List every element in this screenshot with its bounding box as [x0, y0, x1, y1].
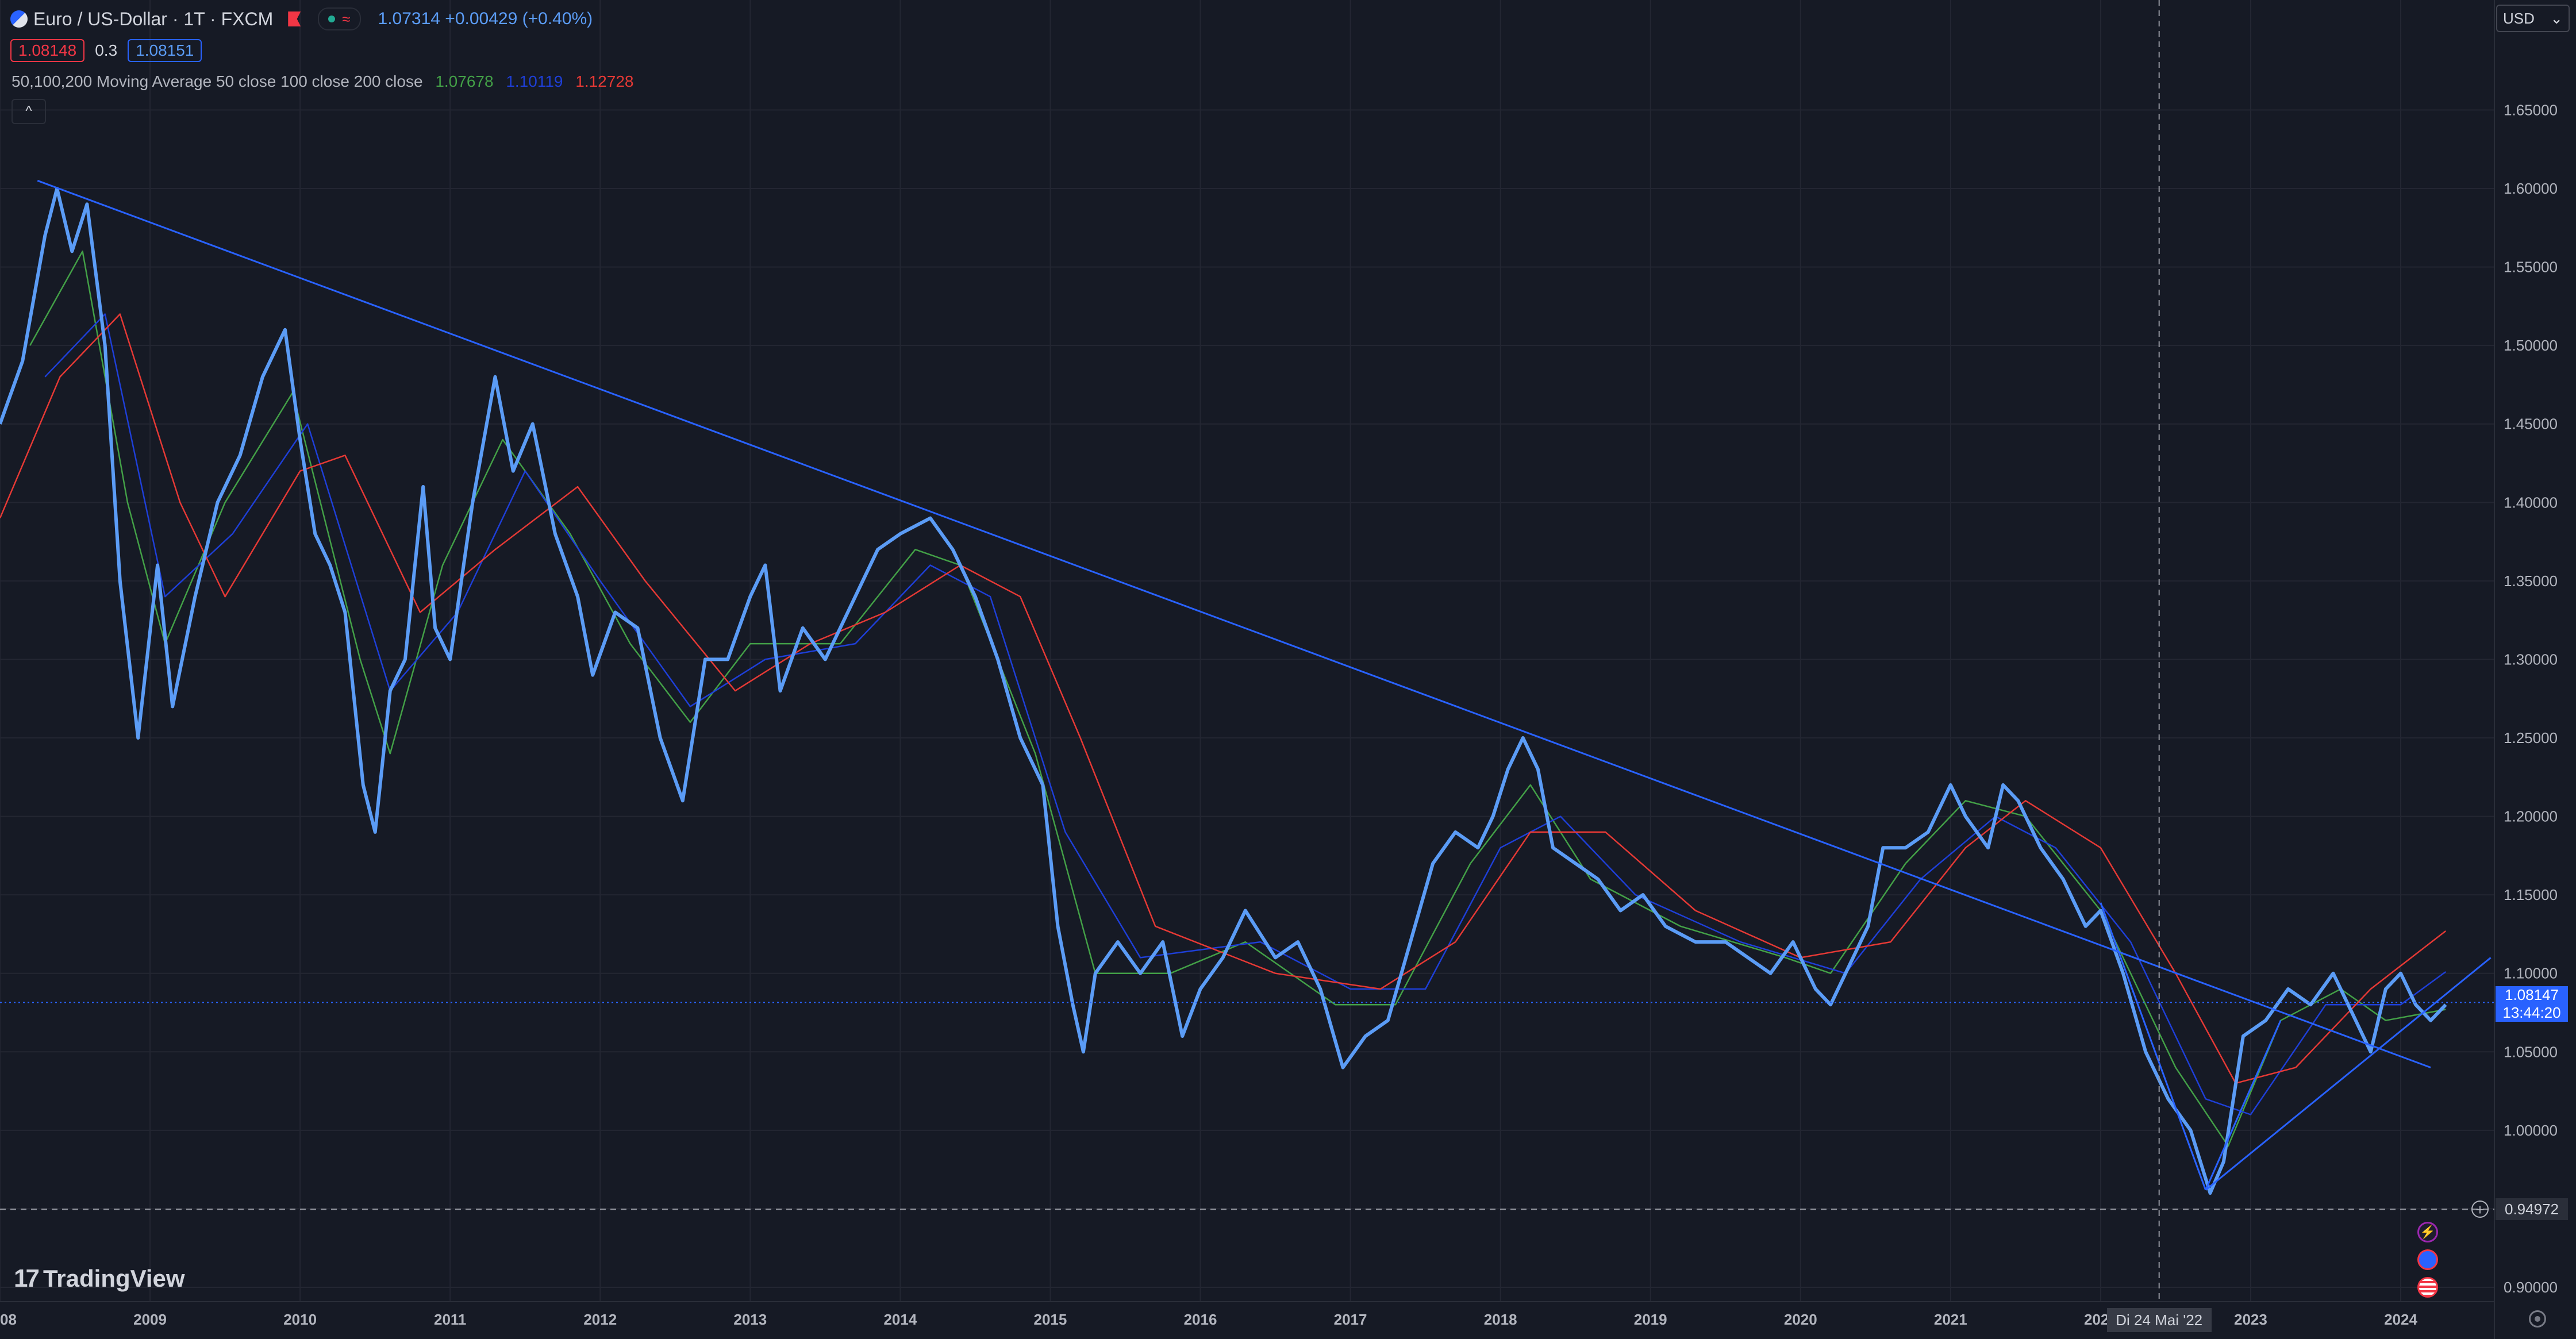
ma200-value: 1.12728 [575, 72, 634, 90]
chevron-down-icon: ⌄ [2550, 9, 2563, 27]
tv-logo-icon: 17 [14, 1264, 40, 1292]
crosshair-date-label: Di 24 Mai '22 [2106, 1308, 2212, 1332]
price-tick-label: 1.55000 [2504, 259, 2558, 276]
price-tick-label: 1.50000 [2504, 337, 2558, 354]
time-tick-label: 2024 [2384, 1311, 2417, 1328]
ma100-line [44, 313, 2447, 1115]
trade-buttons: 1.08148 0.3 1.08151 [10, 39, 202, 62]
time-tick-label: 2020 [1784, 1311, 1817, 1328]
time-tick-label: 2021 [1934, 1311, 1967, 1328]
time-tick-label: 2015 [1034, 1311, 1067, 1328]
market-open-icon [328, 16, 336, 22]
price-tick-label: 1.60000 [2504, 180, 2558, 197]
sell-button[interactable]: 1.08148 [10, 39, 85, 62]
trendline [2205, 1020, 2282, 1191]
buy-button[interactable]: 1.08151 [128, 39, 202, 62]
trendline [2205, 957, 2492, 1191]
time-tick-label: 2018 [1484, 1311, 1517, 1328]
ma50-line [29, 251, 2446, 1147]
price-axis-labels: 1.65000 1.60000 1.55000 1.50000 1.45000 1.400… [2504, 101, 2558, 1296]
time-tick-label: 2016 [1184, 1311, 1217, 1328]
price-line [0, 187, 2447, 1195]
ma200-line [0, 313, 2447, 1084]
last-price-tag: 1.08147 13:44:20 [2496, 986, 2568, 1022]
crosshair-price-label: 0.94972 [2496, 1198, 2568, 1221]
last-price-value: 1.08147 [2505, 986, 2559, 1004]
ma50-value: 1.07678 [435, 72, 494, 90]
bar-countdown: 13:44:20 [2502, 1004, 2561, 1022]
collapse-legend-button[interactable]: ^ [11, 99, 46, 124]
time-tick-label: 2023 [2234, 1311, 2267, 1328]
moving-average-lines [0, 251, 2447, 1147]
trendlines [37, 179, 2492, 1191]
eu-event-icon[interactable] [2417, 1249, 2438, 1270]
eur-usd-symbol-icon [10, 10, 28, 28]
time-tick-label: 2019 [1634, 1311, 1667, 1328]
quote-change: 1.07314 +0.00429 (+0.40%) [378, 9, 593, 28]
currency-select[interactable]: USD ⌄ [2496, 5, 2570, 32]
trendline [37, 179, 2431, 1069]
market-status-pill[interactable]: ≈ [318, 7, 361, 30]
chevron-up-icon: ^ [25, 103, 32, 119]
indicator-legend[interactable]: 50,100,200 Moving Average 50 close 100 c… [11, 72, 633, 91]
brand-name: TradingView [43, 1265, 185, 1292]
time-tick-label: 2013 [733, 1311, 767, 1328]
currency-label: USD [2503, 9, 2535, 27]
price-tick-label: 1.30000 [2504, 651, 2558, 668]
price-tick-label: 1.40000 [2504, 494, 2558, 511]
time-tick-label: 2017 [1334, 1311, 1367, 1328]
price-tick-label: 1.35000 [2504, 572, 2558, 590]
time-tick-label: 2009 [133, 1311, 167, 1328]
price-series [0, 187, 2447, 1195]
us-event-icon[interactable] [2417, 1277, 2438, 1298]
price-tick-label: 1.15000 [2504, 886, 2558, 903]
price-tick-label: 1.20000 [2504, 808, 2558, 825]
trendline [2100, 902, 2207, 1191]
add-alert-icon[interactable]: + [2471, 1201, 2489, 1218]
time-tick-label: 2014 [883, 1311, 917, 1328]
price-tick-label: 0.90000 [2504, 1279, 2558, 1296]
ma100-value: 1.10119 [506, 72, 563, 90]
price-tick-label: 1.25000 [2504, 729, 2558, 747]
price-tick-label: 1.05000 [2504, 1043, 2558, 1060]
time-tick-label: 2011 [434, 1311, 466, 1328]
symbol-title[interactable]: Euro / US-Dollar · 1T · FXCM [33, 8, 274, 29]
price-tick-label: 1.45000 [2504, 415, 2558, 433]
flash-event-icon[interactable]: ⚡ [2417, 1222, 2438, 1242]
time-tick-label: 2012 [583, 1311, 617, 1328]
flag-icon[interactable] [288, 11, 301, 26]
price-tick-label: 1.00000 [2504, 1122, 2558, 1139]
time-axis-labels: 2008 2009 2010 2011 2012 2013 2014 2015 2016 2017… [0, 1311, 2417, 1328]
time-tick-label: 2010 [283, 1311, 317, 1328]
chart-overlays [0, 0, 2494, 1302]
indicator-label: 50,100,200 Moving Average 50 close 100 c… [11, 72, 423, 90]
chart-grid [0, 0, 2495, 1339]
delay-icon: ≈ [342, 10, 351, 28]
chart-settings-icon[interactable] [2529, 1310, 2546, 1328]
price-tick-label: 1.10000 [2504, 965, 2558, 982]
tradingview-logo[interactable]: 17 TradingView [14, 1264, 185, 1293]
symbol-header: Euro / US-Dollar · 1T · FXCM ≈ 1.07314 +… [10, 5, 593, 33]
time-tick-label: 2008 [0, 1311, 17, 1328]
price-tick-label: 1.65000 [2504, 101, 2558, 118]
spread-value: 0.3 [95, 41, 118, 59]
